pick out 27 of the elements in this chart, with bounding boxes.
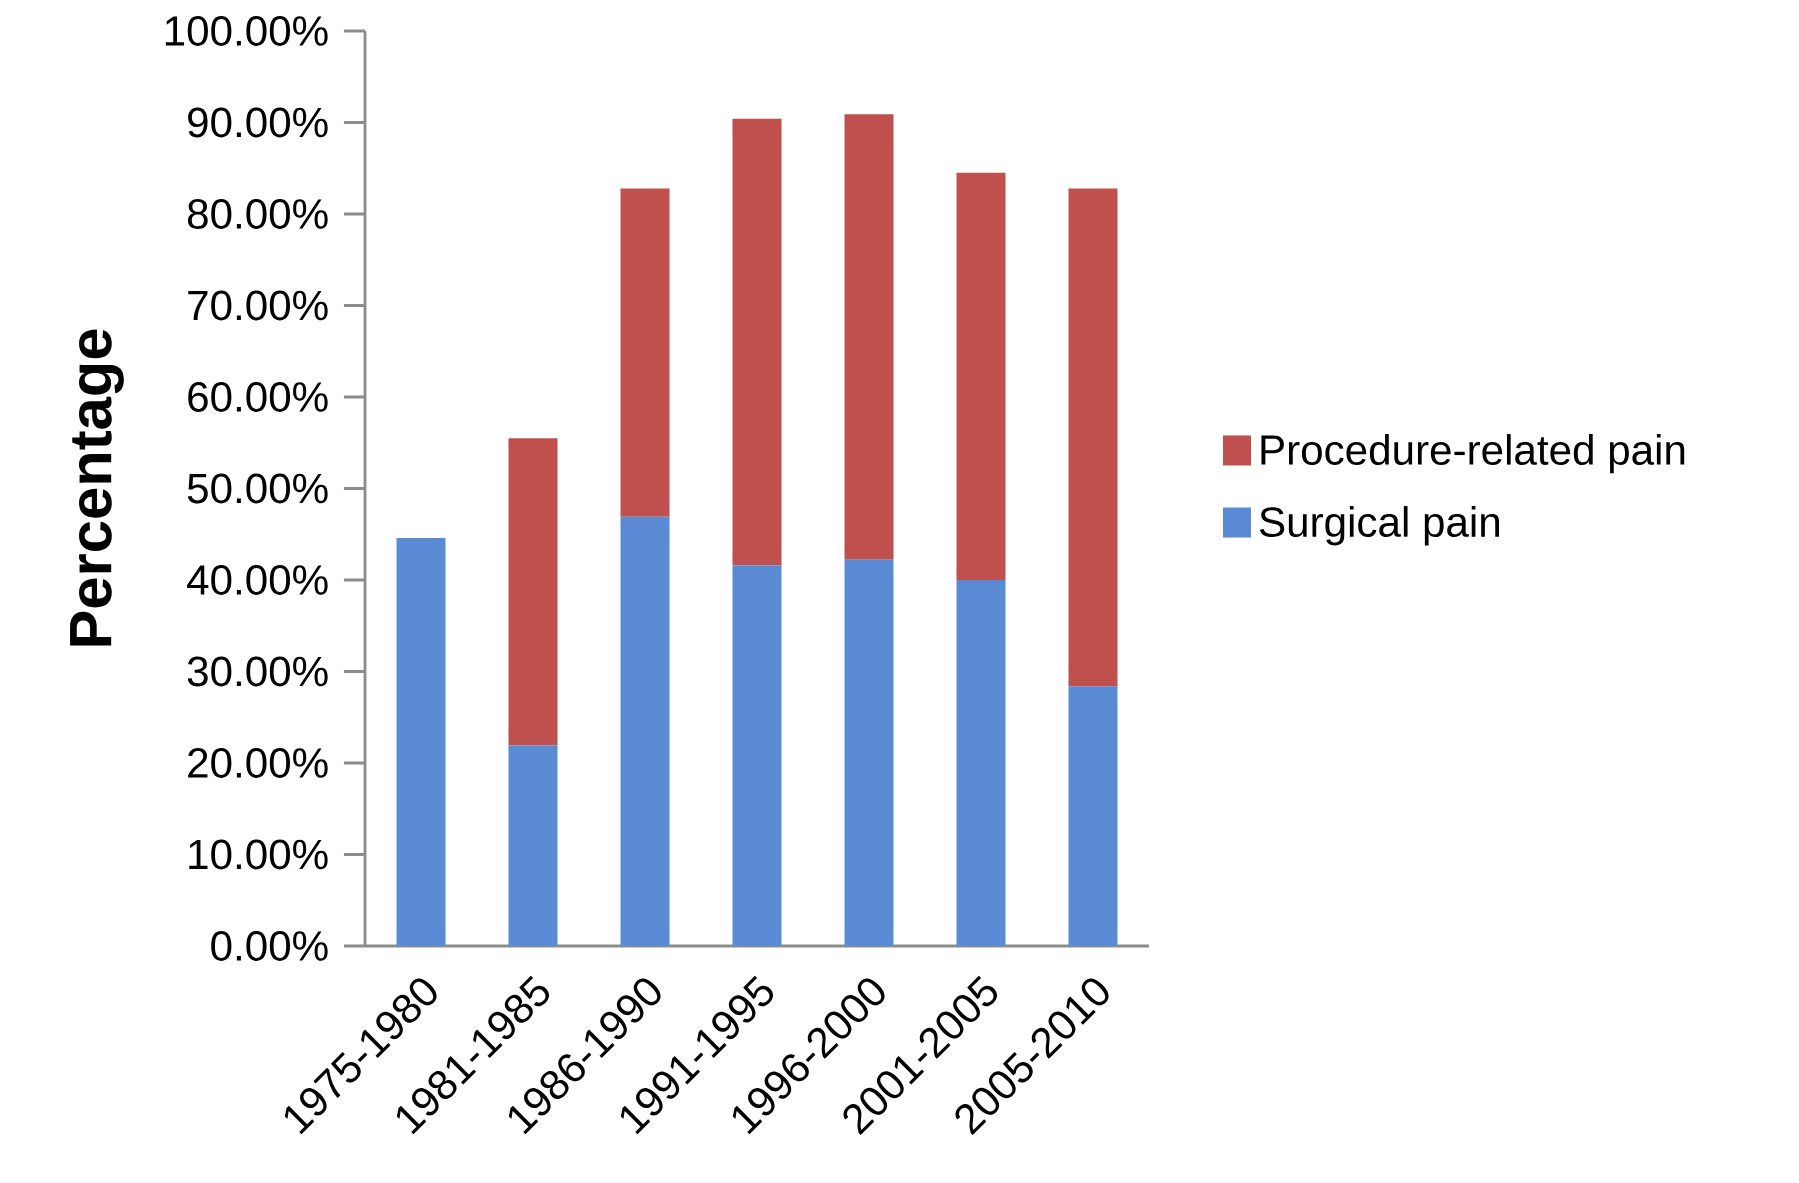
y-tick-label: 0.00%: [211, 931, 328, 961]
y-tick-label: 90.00%: [188, 107, 328, 138]
y-axis-title: Percentage: [70, 329, 124, 646]
bar: [508, 745, 558, 946]
bar: [844, 114, 894, 560]
y-tick-label: 100.00%: [165, 16, 328, 46]
bar: [396, 537, 446, 946]
y-tick-label: 20.00%: [188, 748, 328, 778]
bar: [844, 559, 894, 946]
y-tick-label: 70.00%: [188, 290, 328, 321]
y-tick-label: 80.00%: [187, 199, 328, 229]
y-tick-label: 50.00%: [187, 473, 328, 504]
legend-label: Procedure-related pain: [1261, 434, 1685, 474]
legend-label: Surgical pain: [1259, 506, 1499, 546]
y-tick-label: 10.00%: [189, 839, 328, 870]
bar: [508, 438, 558, 746]
bar: [732, 118, 782, 566]
bar: [956, 580, 1006, 946]
y-tick-label: 60.00%: [188, 382, 328, 412]
y-tick-label: 40.00%: [187, 565, 328, 595]
bar: [956, 172, 1006, 580]
bar: [620, 516, 670, 946]
y-tick-label: 30.00%: [187, 656, 328, 687]
bar: [1068, 686, 1118, 946]
bar: [1068, 188, 1118, 687]
bar: [620, 188, 670, 517]
bar: [732, 565, 782, 946]
